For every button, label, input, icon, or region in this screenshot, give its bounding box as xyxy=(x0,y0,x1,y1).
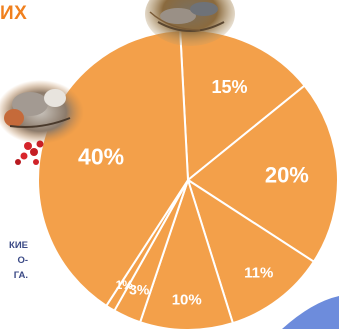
side-caption-line: КИЕ xyxy=(9,240,28,251)
pie-slice-label: 15% xyxy=(211,77,247,97)
side-caption-line: О- xyxy=(17,255,28,266)
pie-slice-label: 20% xyxy=(265,162,309,187)
header-fragment: ИХ xyxy=(0,3,28,24)
side-caption: КИЕ О- ГА. xyxy=(0,238,28,283)
top-bird-nest-photo xyxy=(145,0,235,46)
blue-background-shape xyxy=(282,296,339,329)
pie-slice xyxy=(138,176,235,329)
pie-slice-label: 40% xyxy=(78,144,124,170)
pie-slice-label: 10% xyxy=(172,291,202,308)
side-caption-line: ГА. xyxy=(13,270,28,281)
pie-slice xyxy=(186,84,339,264)
pie-slice-label: 3% xyxy=(129,282,150,298)
pie-slice xyxy=(186,177,316,325)
pie-slice-label: 1% xyxy=(116,278,134,292)
pie-slice-label: 11% xyxy=(244,265,273,282)
pie-labels: 15% 20% 11% 10% 3%1% 40% xyxy=(78,77,309,309)
left-bird-berries-photo xyxy=(0,80,84,165)
